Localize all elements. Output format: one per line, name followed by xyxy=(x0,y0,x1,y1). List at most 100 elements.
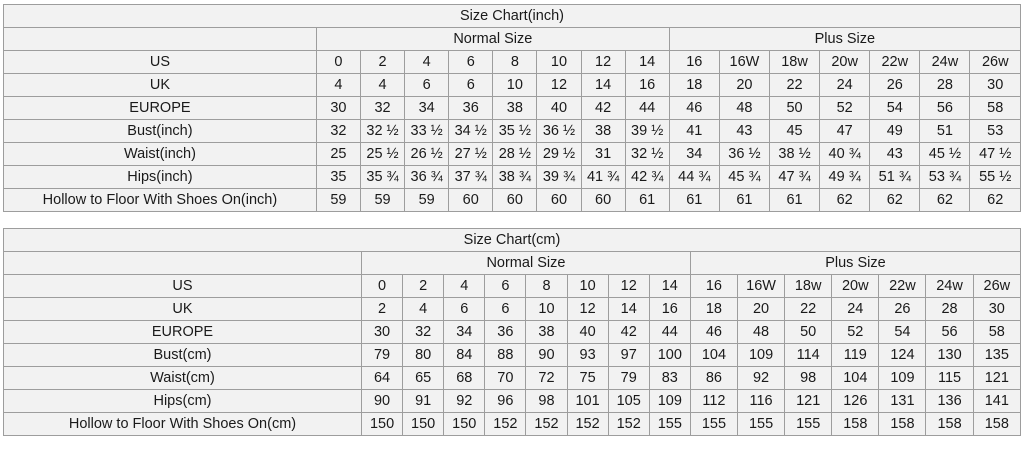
bottom-spacer xyxy=(0,436,1024,444)
cell: 31 xyxy=(580,142,626,166)
cell: 152 xyxy=(566,412,609,436)
inch-row-label-bust: Bust(inch) xyxy=(3,119,317,143)
cell: 150 xyxy=(360,412,404,436)
cell: 124 xyxy=(878,343,927,367)
table-separator-gap xyxy=(0,212,1024,228)
cell: 30 xyxy=(360,320,404,344)
cell: 61 xyxy=(718,188,770,212)
table-row: Bust(cm) 79 80 84 88 90 93 97 100 104 10… xyxy=(3,343,1022,367)
size-chart-page: Size Chart(inch) Normal Size Plus Size U… xyxy=(0,4,1024,444)
cell: 29 ½ xyxy=(536,142,582,166)
inch-row-label-hips: Hips(inch) xyxy=(3,165,317,189)
cell: 14 xyxy=(648,274,691,298)
cell: 42 xyxy=(607,320,650,344)
cell: 6 xyxy=(448,73,494,97)
cell: 18 xyxy=(668,73,720,97)
cell: 98 xyxy=(525,389,568,413)
cell: 41 xyxy=(668,119,720,143)
cell: 44 xyxy=(648,320,691,344)
cell: 52 xyxy=(819,96,871,120)
cell: 135 xyxy=(972,343,1022,367)
cell: 75 xyxy=(566,366,609,390)
cell: 41 ¾ xyxy=(580,165,626,189)
table-row: Bust(inch) 32 32 ½ 33 ½ 34 ½ 35 ½ 36 ½ 3… xyxy=(3,119,1021,143)
cell: 54 xyxy=(878,320,927,344)
cell: 4 xyxy=(404,50,450,74)
cell: 32 ½ xyxy=(624,142,670,166)
cell: 104 xyxy=(831,366,880,390)
cell: 38 xyxy=(580,119,626,143)
cell: 45 ½ xyxy=(919,142,971,166)
cell: 53 ¾ xyxy=(919,165,971,189)
cell: 22 xyxy=(784,297,833,321)
cm-group-plus-size: Plus Size xyxy=(689,251,1022,275)
cm-row-label-us: US xyxy=(3,274,362,298)
cm-title-row: Size Chart(cm) xyxy=(3,228,1021,252)
cell: 46 xyxy=(689,320,738,344)
cell: 59 xyxy=(359,188,406,212)
cell: 20 xyxy=(718,73,770,97)
cell: 2 xyxy=(359,50,406,74)
cell: 83 xyxy=(648,366,691,390)
cell: 27 ½ xyxy=(448,142,494,166)
cm-table-title: Size Chart(cm) xyxy=(3,228,1021,252)
cell: 42 xyxy=(580,96,626,120)
cm-row-label-hips: Hips(cm) xyxy=(3,389,362,413)
cell: 93 xyxy=(566,343,609,367)
cell: 91 xyxy=(402,389,445,413)
cell: 150 xyxy=(443,412,486,436)
cell: 20w xyxy=(831,274,880,298)
cell: 16 xyxy=(624,73,670,97)
cell: 18 xyxy=(689,297,738,321)
cell: 45 xyxy=(768,119,821,143)
cm-row-label-hollow-to-floor: Hollow to Floor With Shoes On(cm) xyxy=(3,412,362,436)
cell: 86 xyxy=(689,366,738,390)
cell: 97 xyxy=(607,343,650,367)
cell: 121 xyxy=(784,389,833,413)
inch-table-body: Size Chart(inch) Normal Size Plus Size U… xyxy=(3,4,1022,212)
cell: 14 xyxy=(607,297,650,321)
cell: 53 xyxy=(969,119,1021,143)
cell: 33 ½ xyxy=(404,119,450,143)
cell: 42 ¾ xyxy=(624,165,670,189)
cell: 16W xyxy=(718,50,770,74)
cell: 26 xyxy=(869,73,921,97)
table-row: Hollow to Floor With Shoes On(cm) 150 15… xyxy=(3,412,1022,436)
table-row: UK 2 4 6 6 10 12 14 16 18 20 22 24 26 28… xyxy=(3,297,1022,321)
cell: 51 xyxy=(919,119,971,143)
cell: 6 xyxy=(484,297,527,321)
cell: 4 xyxy=(359,73,406,97)
cell: 158 xyxy=(925,412,974,436)
cell: 100 xyxy=(648,343,691,367)
cell: 52 xyxy=(831,320,880,344)
cell: 30 xyxy=(315,96,361,120)
cell: 44 xyxy=(624,96,670,120)
cell: 38 xyxy=(525,320,568,344)
cell: 158 xyxy=(972,412,1022,436)
cell: 0 xyxy=(360,274,404,298)
cell: 20 xyxy=(736,297,786,321)
cell: 136 xyxy=(925,389,974,413)
cell: 36 xyxy=(484,320,527,344)
cell: 16W xyxy=(736,274,786,298)
cell: 26 ½ xyxy=(404,142,450,166)
cell: 112 xyxy=(689,389,738,413)
cell: 90 xyxy=(525,343,568,367)
cell: 24 xyxy=(831,297,880,321)
table-row: US 0 2 4 6 8 10 12 14 16 16W 18w 20w 22w… xyxy=(3,274,1022,298)
cell: 32 xyxy=(359,96,406,120)
cell: 38 xyxy=(492,96,538,120)
size-chart-inch-table: Size Chart(inch) Normal Size Plus Size U… xyxy=(3,4,1022,212)
cell: 47 ½ xyxy=(969,142,1021,166)
cell: 32 xyxy=(315,119,361,143)
cell: 18w xyxy=(784,274,833,298)
cell: 92 xyxy=(736,366,786,390)
cm-table-body: Size Chart(cm) Normal Size Plus Size US … xyxy=(3,228,1022,436)
cell: 49 xyxy=(869,119,921,143)
cell: 30 xyxy=(972,297,1022,321)
cell: 116 xyxy=(736,389,786,413)
cell: 24w xyxy=(919,50,971,74)
cell: 30 xyxy=(969,73,1021,97)
cell: 36 ¾ xyxy=(404,165,450,189)
cell: 8 xyxy=(492,50,538,74)
